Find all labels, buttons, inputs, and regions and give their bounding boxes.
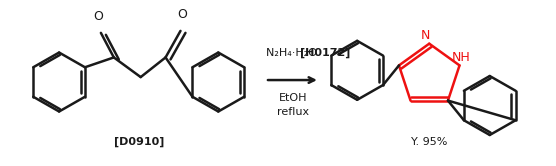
Text: O: O [177, 8, 187, 21]
Text: N: N [420, 29, 430, 42]
Text: N₂H₄·H₂O: N₂H₄·H₂O [266, 47, 320, 57]
Text: O: O [93, 10, 103, 23]
Text: NH: NH [452, 51, 471, 64]
Text: Y. 95%: Y. 95% [411, 137, 448, 147]
Text: [H0172]: [H0172] [300, 47, 350, 58]
Text: EtOH: EtOH [279, 93, 307, 103]
Text: [D0910]: [D0910] [113, 137, 164, 147]
Text: reflux: reflux [277, 107, 309, 117]
